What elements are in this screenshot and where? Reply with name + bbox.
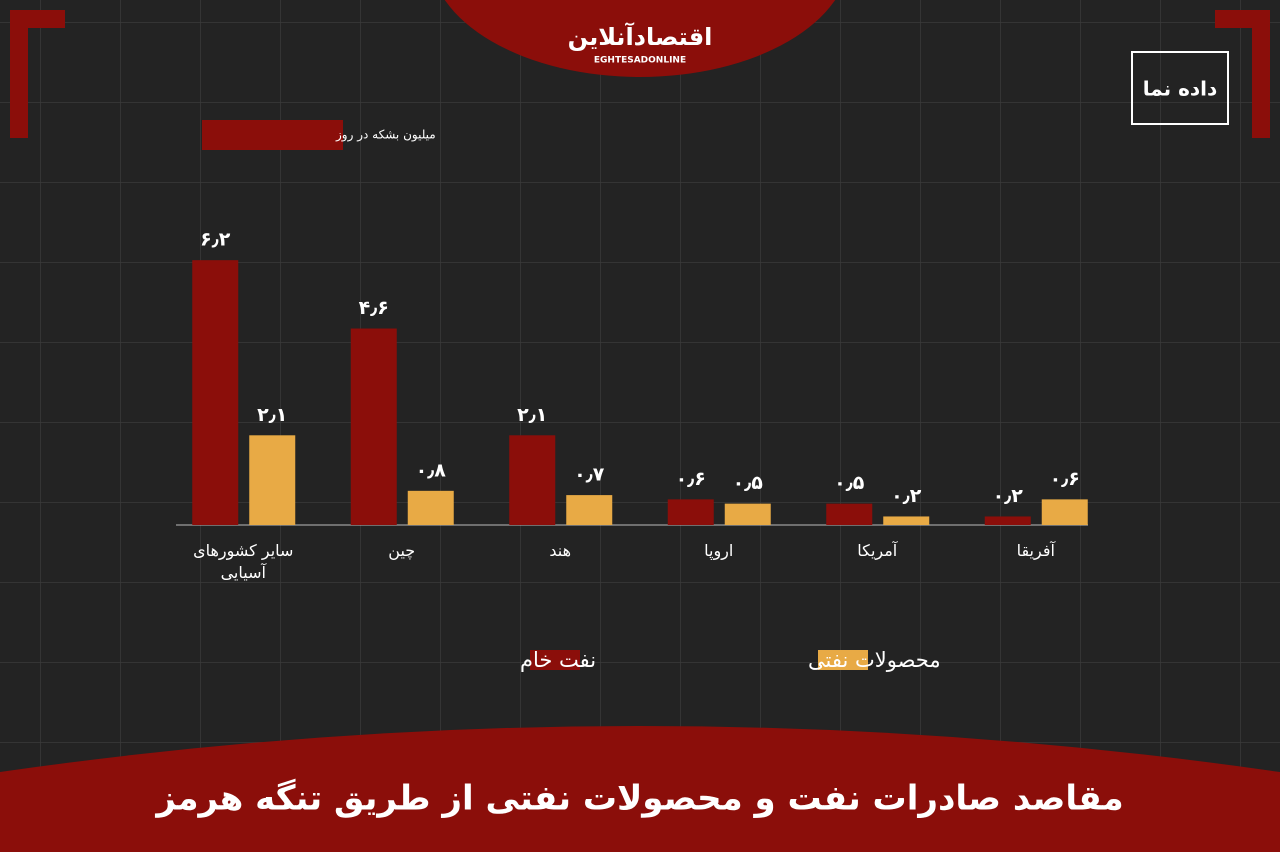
legend-label: نفت خام [520, 648, 596, 672]
bar [883, 516, 930, 525]
corner-bracket [10, 10, 65, 138]
x-tick-label: آفریقا [1016, 541, 1055, 560]
value-label: ۰٫۷ [574, 464, 605, 486]
value-label: ۰٫۲ [993, 485, 1024, 507]
bar [407, 490, 454, 525]
bar [826, 503, 873, 525]
x-tick-label: چین [388, 541, 416, 560]
value-label: ۰٫۵ [834, 472, 865, 494]
bar [192, 260, 239, 525]
value-label: ۰٫۲ [891, 485, 922, 507]
x-tick-label: هند [549, 541, 572, 560]
bar [1041, 499, 1088, 525]
bar [509, 435, 556, 525]
bar [724, 503, 771, 525]
value-label: ۰٫۵ [733, 472, 764, 494]
value-label: ۰٫۸ [416, 459, 447, 481]
legend-label: محصولات نفتی [808, 648, 941, 672]
logo-subtitle: EGHTESADONLINE [594, 56, 686, 66]
bar [984, 516, 1031, 525]
bar [350, 328, 397, 525]
bar [566, 495, 613, 525]
value-label: ۲٫۱ [517, 404, 547, 426]
x-tick-label: آمریکا [857, 541, 898, 560]
legend-swatch [818, 650, 868, 670]
value-label: ۰٫۶ [676, 468, 706, 490]
brand-frame [1131, 51, 1229, 125]
bar [667, 499, 714, 525]
bar [249, 435, 296, 525]
corner-bracket [1215, 10, 1270, 138]
value-label: ۴٫۶ [359, 297, 389, 319]
unit-box [202, 120, 343, 150]
chart-title: مقاصد صادرات نفت و محصولات نفتی از طریق … [154, 779, 1123, 819]
logo: اقتصادآنلاین [568, 22, 713, 51]
x-tick-label: سایر کشورهای آسیایی [193, 541, 294, 582]
y-label: میلیون بشکه در روز [335, 128, 436, 143]
value-label: ۰٫۶ [1050, 468, 1080, 490]
x-tick-label: اروپا [704, 541, 734, 560]
title-backdrop [0, 726, 1280, 852]
value-label: ۶٫۲ [200, 229, 231, 251]
value-label: ۲٫۱ [257, 404, 287, 426]
legend-swatch [530, 650, 580, 670]
logo-backdrop [444, 0, 836, 77]
brand: داده نما [1143, 77, 1218, 101]
